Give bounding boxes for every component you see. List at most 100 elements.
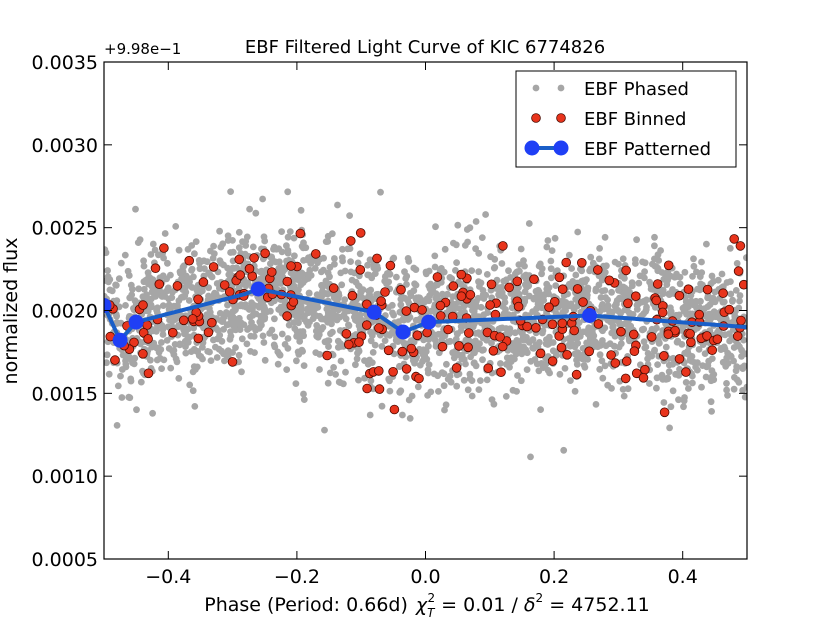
binned-point (179, 315, 189, 326)
phased-point (140, 257, 148, 265)
binned-point (513, 301, 524, 312)
phased-point (302, 244, 310, 252)
binned-point (739, 279, 747, 290)
phased-point (587, 253, 595, 261)
phased-point (318, 326, 325, 333)
phased-point (543, 243, 551, 251)
binned-point (610, 358, 621, 368)
phased-point (599, 374, 607, 382)
phased-point (712, 312, 720, 320)
phased-point (169, 347, 177, 355)
binned-point (454, 341, 464, 351)
phased-point (227, 188, 235, 196)
phased-point (334, 337, 342, 345)
phased-point (708, 272, 716, 280)
phased-point (693, 268, 700, 276)
binned-point (571, 369, 582, 380)
phased-point (538, 265, 546, 273)
phased-point (300, 390, 307, 398)
binned-point (443, 324, 453, 335)
phased-point (167, 271, 174, 279)
phased-point (182, 343, 189, 350)
legend-entry-phased: EBF Phased (532, 79, 689, 100)
phased-point (260, 233, 268, 241)
phased-point (592, 287, 600, 295)
phased-point (325, 337, 333, 344)
phased-point (259, 195, 266, 203)
phased-point (521, 262, 528, 270)
phased-point (367, 337, 375, 345)
phased-point (667, 308, 675, 315)
phased-point (271, 315, 278, 323)
binned-point (288, 297, 299, 307)
phased-point (596, 365, 604, 373)
phased-point (246, 205, 254, 213)
binned-point (621, 265, 631, 276)
binned-point (561, 257, 571, 268)
phased-point (414, 383, 422, 391)
phased-point (364, 271, 372, 279)
phased-point (316, 366, 323, 373)
phased-point (184, 333, 192, 341)
binned-point (488, 345, 499, 356)
binned-point (224, 287, 235, 297)
phased-point (441, 406, 448, 414)
phased-point (325, 343, 332, 350)
phased-point (490, 400, 498, 408)
phased-point (407, 337, 415, 344)
phased-point (155, 344, 162, 352)
phased-point (385, 278, 393, 286)
phased-point (316, 351, 324, 358)
phased-point (194, 286, 201, 293)
phased-point (676, 365, 683, 373)
phased-point (220, 326, 228, 333)
binned-point (556, 342, 567, 353)
binned-point (685, 328, 695, 339)
phased-point (621, 284, 629, 292)
patterned-point (112, 332, 128, 348)
phased-point (164, 323, 172, 331)
phased-point (654, 361, 661, 368)
binned-point (495, 332, 505, 342)
phased-point (425, 342, 432, 350)
phased-point (533, 360, 541, 368)
binned-point (341, 328, 352, 339)
phased-point (519, 331, 527, 339)
binned-point (554, 272, 565, 283)
phased-point (690, 255, 697, 263)
phased-point (509, 386, 517, 394)
phased-point (565, 251, 573, 259)
phased-point (339, 245, 346, 253)
phased-point (410, 287, 418, 295)
phased-point (707, 377, 715, 385)
phased-point (184, 276, 192, 284)
phased-point (471, 311, 478, 318)
phased-point (540, 292, 547, 300)
phased-point (203, 258, 211, 266)
binned-point (138, 300, 148, 310)
phased-point (543, 280, 551, 288)
phased-point (658, 371, 666, 379)
phased-point (566, 280, 573, 288)
phased-point (605, 306, 612, 314)
phased-point (284, 233, 292, 241)
binned-point (486, 279, 497, 290)
binned-point (193, 333, 204, 344)
phased-point (190, 345, 198, 353)
phased-point (651, 242, 658, 250)
phased-point (620, 392, 628, 400)
phased-point (561, 365, 569, 372)
phased-point (121, 251, 129, 259)
phased-point (216, 309, 224, 317)
phased-point (420, 336, 427, 344)
phased-point (147, 356, 154, 364)
phased-point (641, 268, 648, 275)
phased-point (523, 366, 531, 373)
phased-point (367, 328, 374, 336)
phased-point (332, 371, 339, 378)
binned-point (260, 248, 270, 259)
phased-point (159, 302, 167, 309)
phased-point (271, 333, 279, 341)
phased-point (544, 341, 552, 348)
phased-point (680, 307, 688, 315)
